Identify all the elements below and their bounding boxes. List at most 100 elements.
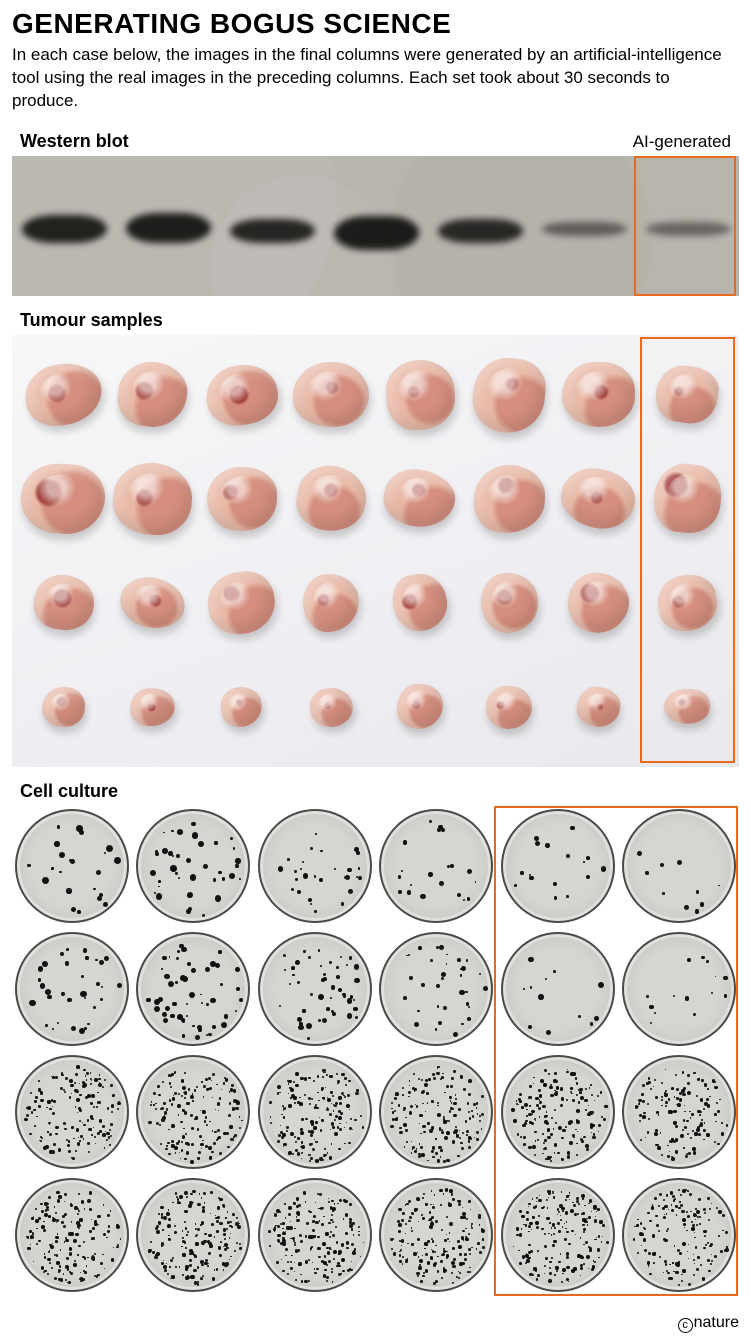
tumour-cell [466, 553, 553, 653]
tumour-sample [111, 461, 194, 537]
tumour-cell [198, 657, 285, 757]
tumour-sample [302, 573, 360, 633]
culture-dish [622, 1178, 736, 1292]
western-blot-lane [116, 156, 220, 296]
dish-cell [498, 1175, 618, 1296]
tumour-cell [555, 657, 642, 757]
culture-dish [622, 1055, 736, 1169]
culture-dish [136, 932, 250, 1046]
culture-dish [258, 1178, 372, 1292]
tumour-cell [644, 553, 731, 653]
tumour-sample [30, 571, 98, 635]
tumour-sample [562, 362, 635, 428]
tumour-sample [291, 461, 370, 537]
tumour-cell [466, 449, 553, 549]
tumour-sample [564, 569, 633, 637]
tumour-cell [287, 553, 374, 653]
culture-dish [622, 932, 736, 1046]
tumour-cell [109, 553, 196, 653]
tumour-cell [287, 449, 374, 549]
cell-culture-panel [12, 806, 739, 1296]
tumour-cell [377, 657, 464, 757]
tumour-sample [397, 684, 443, 729]
western-blot-lane [12, 156, 116, 296]
tumour-cell [198, 345, 285, 445]
dish-cell [134, 806, 254, 927]
dish-cell [255, 806, 375, 927]
tumour-cell [555, 449, 642, 549]
western-blot-band [230, 219, 316, 243]
tumour-sample [129, 687, 177, 728]
dish-cell [12, 1052, 132, 1173]
tumour-sample [653, 362, 722, 427]
dish-cell [255, 1175, 375, 1296]
tumour-sample [41, 686, 86, 727]
tumour-sample [485, 685, 533, 729]
tumour-sample [573, 683, 623, 731]
dish-cell [134, 1052, 254, 1173]
tumour-cell [377, 345, 464, 445]
culture-dish [622, 809, 736, 923]
western-blot-panel [12, 156, 739, 296]
culture-dish [258, 1055, 372, 1169]
tumour-cell [377, 553, 464, 653]
culture-dish [258, 932, 372, 1046]
tumour-sample [20, 358, 106, 431]
western-blot-lane [324, 156, 428, 296]
section-header-cell-culture: Cell culture [20, 781, 735, 802]
section-header-tumour: Tumour samples [20, 310, 735, 331]
dish-cell [377, 1175, 497, 1296]
tumour-cell [377, 449, 464, 549]
dish-cell [498, 806, 618, 927]
culture-dish [15, 1178, 129, 1292]
dish-cell [620, 1175, 740, 1296]
culture-dish [15, 809, 129, 923]
western-blot-lane [427, 156, 531, 296]
dish-cell [12, 1175, 132, 1296]
dish-cell [12, 929, 132, 1050]
western-blot-band [541, 222, 627, 236]
western-blot-band [22, 215, 108, 243]
tumour-cell [287, 345, 374, 445]
copyright-icon: c [678, 1318, 693, 1333]
section-header-western-blot: Western blot AI-generated [20, 131, 735, 152]
culture-dish [15, 1055, 129, 1169]
dish-cell [12, 806, 132, 927]
tumour-cell [20, 657, 107, 757]
tumour-cell [198, 449, 285, 549]
section-label: Western blot [20, 131, 129, 152]
western-blot-band [437, 219, 523, 243]
western-blot-band [645, 222, 731, 236]
dish-cell [620, 929, 740, 1050]
culture-dish [258, 809, 372, 923]
tumour-cell [109, 345, 196, 445]
tumour-sample [650, 461, 724, 537]
credit-text: nature [694, 1314, 739, 1331]
culture-dish [379, 932, 493, 1046]
section-label: Cell culture [20, 781, 118, 802]
tumour-sample [556, 463, 640, 535]
tumour-cell [555, 345, 642, 445]
page-title: GENERATING BOGUS SCIENCE [12, 8, 739, 40]
tumour-cell [466, 657, 553, 757]
tumour-sample [219, 685, 264, 729]
culture-dish [136, 809, 250, 923]
western-blot-band [126, 213, 212, 243]
page-subtitle: In each case below, the images in the fi… [12, 44, 732, 113]
dish-cell [134, 929, 254, 1050]
tumour-sample [473, 464, 546, 534]
culture-dish [379, 809, 493, 923]
tumour-cell [644, 657, 731, 757]
culture-dish [136, 1055, 250, 1169]
tumour-cell [109, 449, 196, 549]
western-blot-band [333, 216, 419, 250]
culture-dish [501, 932, 615, 1046]
tumour-cell [20, 449, 107, 549]
tumour-sample [19, 461, 107, 536]
tumour-sample [116, 572, 190, 634]
tumour-cell [466, 345, 553, 445]
tumour-sample [654, 570, 721, 635]
tumour-cell [555, 553, 642, 653]
culture-dish [501, 1055, 615, 1169]
tumour-cell [20, 345, 107, 445]
